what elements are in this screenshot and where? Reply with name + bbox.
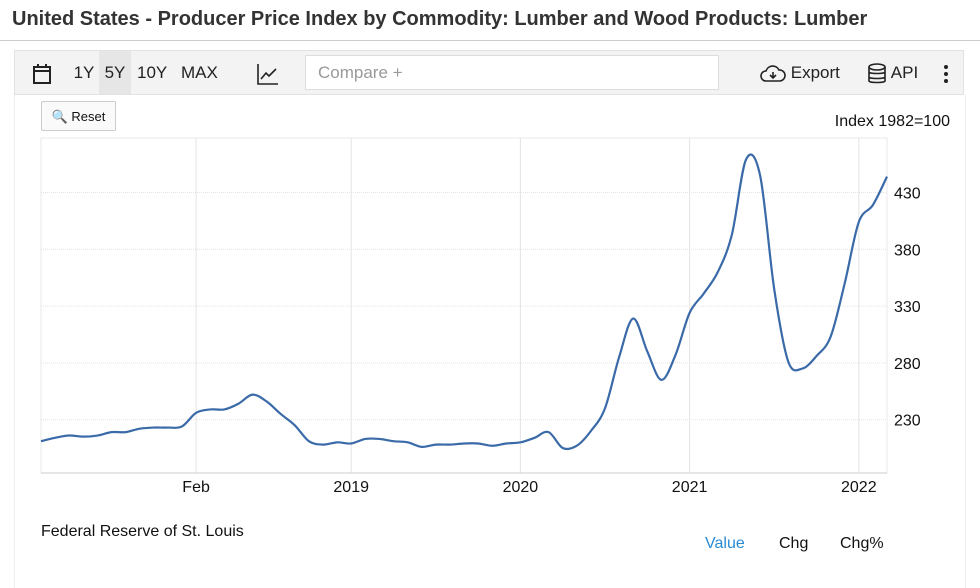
source-label: Federal Reserve of St. Louis	[41, 523, 244, 540]
x-tick-label: 2020	[503, 479, 539, 496]
more-menu-icon[interactable]	[943, 51, 949, 94]
range-max[interactable]: MAX	[181, 63, 218, 82]
range-10y[interactable]: 10Y	[137, 63, 168, 82]
divider	[0, 40, 980, 41]
tab-value[interactable]: Value	[705, 535, 745, 552]
chart-type-icon[interactable]	[256, 51, 280, 94]
export-label: Export	[790, 63, 840, 82]
y-tick-label: 430	[894, 186, 921, 203]
page-title: United States - Producer Price Index by …	[12, 8, 868, 30]
series-line	[40, 153, 888, 451]
line-chart: 230 280 330 380 430 Feb 2019 2020 2021 2022	[40, 137, 921, 496]
y-tick-label: 280	[894, 356, 921, 373]
reset-zoom-button[interactable]: 🔍 Reset	[41, 101, 116, 131]
x-tick-label: 2022	[841, 479, 877, 496]
chart-panel	[14, 95, 966, 588]
y-tick-label: 330	[894, 299, 921, 316]
magnifier-icon: 🔍	[51, 109, 68, 124]
plot-area	[40, 137, 888, 474]
reset-label: Reset	[71, 109, 106, 124]
tab-chg-pct[interactable]: Chg%	[840, 535, 884, 552]
y-tick-label: 230	[894, 413, 921, 430]
unit-label: Index 1982=100	[834, 113, 950, 130]
x-tick-label: 2019	[333, 479, 369, 496]
tab-chg[interactable]: Chg	[779, 535, 809, 552]
toolbar: 1Y 5Y 10Y MAX Compare + Export API	[14, 50, 964, 95]
compare-input[interactable]: Compare +	[305, 55, 719, 90]
x-tick-label: Feb	[182, 479, 210, 496]
x-tick-label: 2021	[672, 479, 708, 496]
calendar-icon[interactable]	[31, 51, 53, 94]
api-label: API	[890, 63, 919, 82]
export-button[interactable]: Export	[760, 51, 840, 94]
y-tick-label: 380	[894, 242, 921, 259]
cloud-download-icon	[760, 64, 786, 82]
api-button[interactable]: API	[867, 51, 918, 94]
range-1y[interactable]: 1Y	[73, 63, 95, 82]
range-5y[interactable]: 5Y	[99, 51, 131, 94]
database-icon	[868, 62, 886, 83]
